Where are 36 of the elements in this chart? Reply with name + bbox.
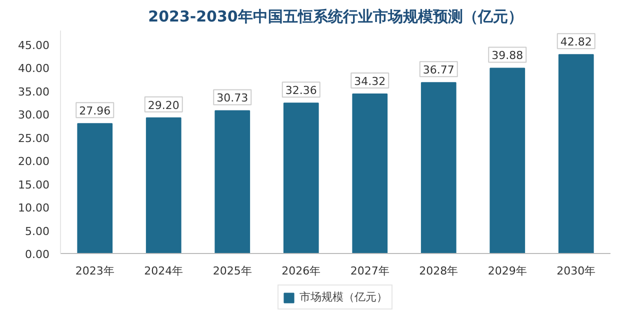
text: 36.77 <box>422 64 454 77</box>
x-tick-label: 2029年 <box>488 264 527 278</box>
bar <box>490 68 526 254</box>
text: 30.73 <box>216 92 248 105</box>
bar <box>352 94 388 254</box>
y-tick-label: 15.00 <box>18 178 50 192</box>
legend-label: 市场规模（亿元） <box>300 290 388 304</box>
x-tick-label: 2030年 <box>556 264 596 278</box>
bar <box>420 82 456 254</box>
bar <box>558 54 594 254</box>
y-tick-label: 40.00 <box>18 62 50 76</box>
chart-title: 2023-2030年中国五恒系统行业市场规模预测（亿元） <box>148 8 523 26</box>
y-tick-label: 35.00 <box>18 85 50 98</box>
y-tick-label: 25.00 <box>18 132 50 145</box>
y-tick-label: 45.00 <box>18 38 50 52</box>
text: 32.36 <box>285 84 317 98</box>
bar <box>77 123 113 254</box>
y-tick-label: 0.00 <box>25 248 50 261</box>
y-tick-label: 5.00 <box>25 224 50 238</box>
text: 34.32 <box>354 75 386 88</box>
text: 39.88 <box>492 49 524 62</box>
x-tick-label: 2027年 <box>350 264 390 278</box>
y-tick-label: 30.00 <box>18 108 50 122</box>
text: 29.20 <box>148 98 180 112</box>
y-tick-label: 20.00 <box>18 155 50 168</box>
x-tick-label: 2028年 <box>419 264 458 278</box>
bar <box>283 102 319 254</box>
y-tick-label: 10.00 <box>18 202 50 215</box>
text: 27.96 <box>79 104 111 118</box>
x-tick-label: 2026年 <box>282 264 321 278</box>
bar <box>214 110 250 254</box>
x-tick-label: 2025年 <box>212 264 252 278</box>
x-tick-label: 2024年 <box>144 264 184 278</box>
text: 42.82 <box>560 36 592 49</box>
x-tick-label: 2023年 <box>75 264 114 278</box>
bar <box>146 117 182 254</box>
